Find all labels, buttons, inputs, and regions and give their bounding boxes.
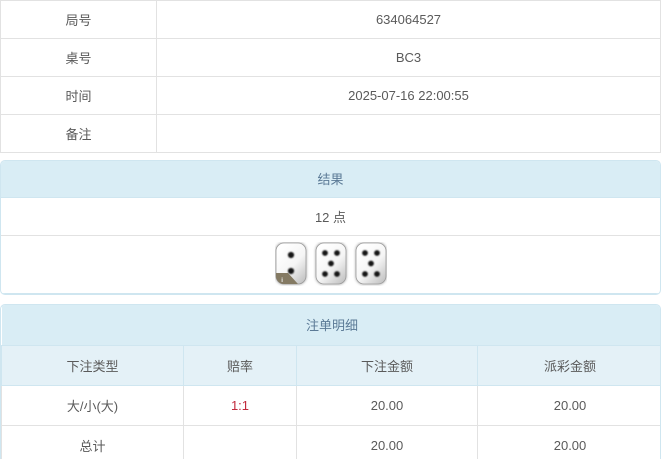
svg-text:i: i [281, 277, 283, 284]
